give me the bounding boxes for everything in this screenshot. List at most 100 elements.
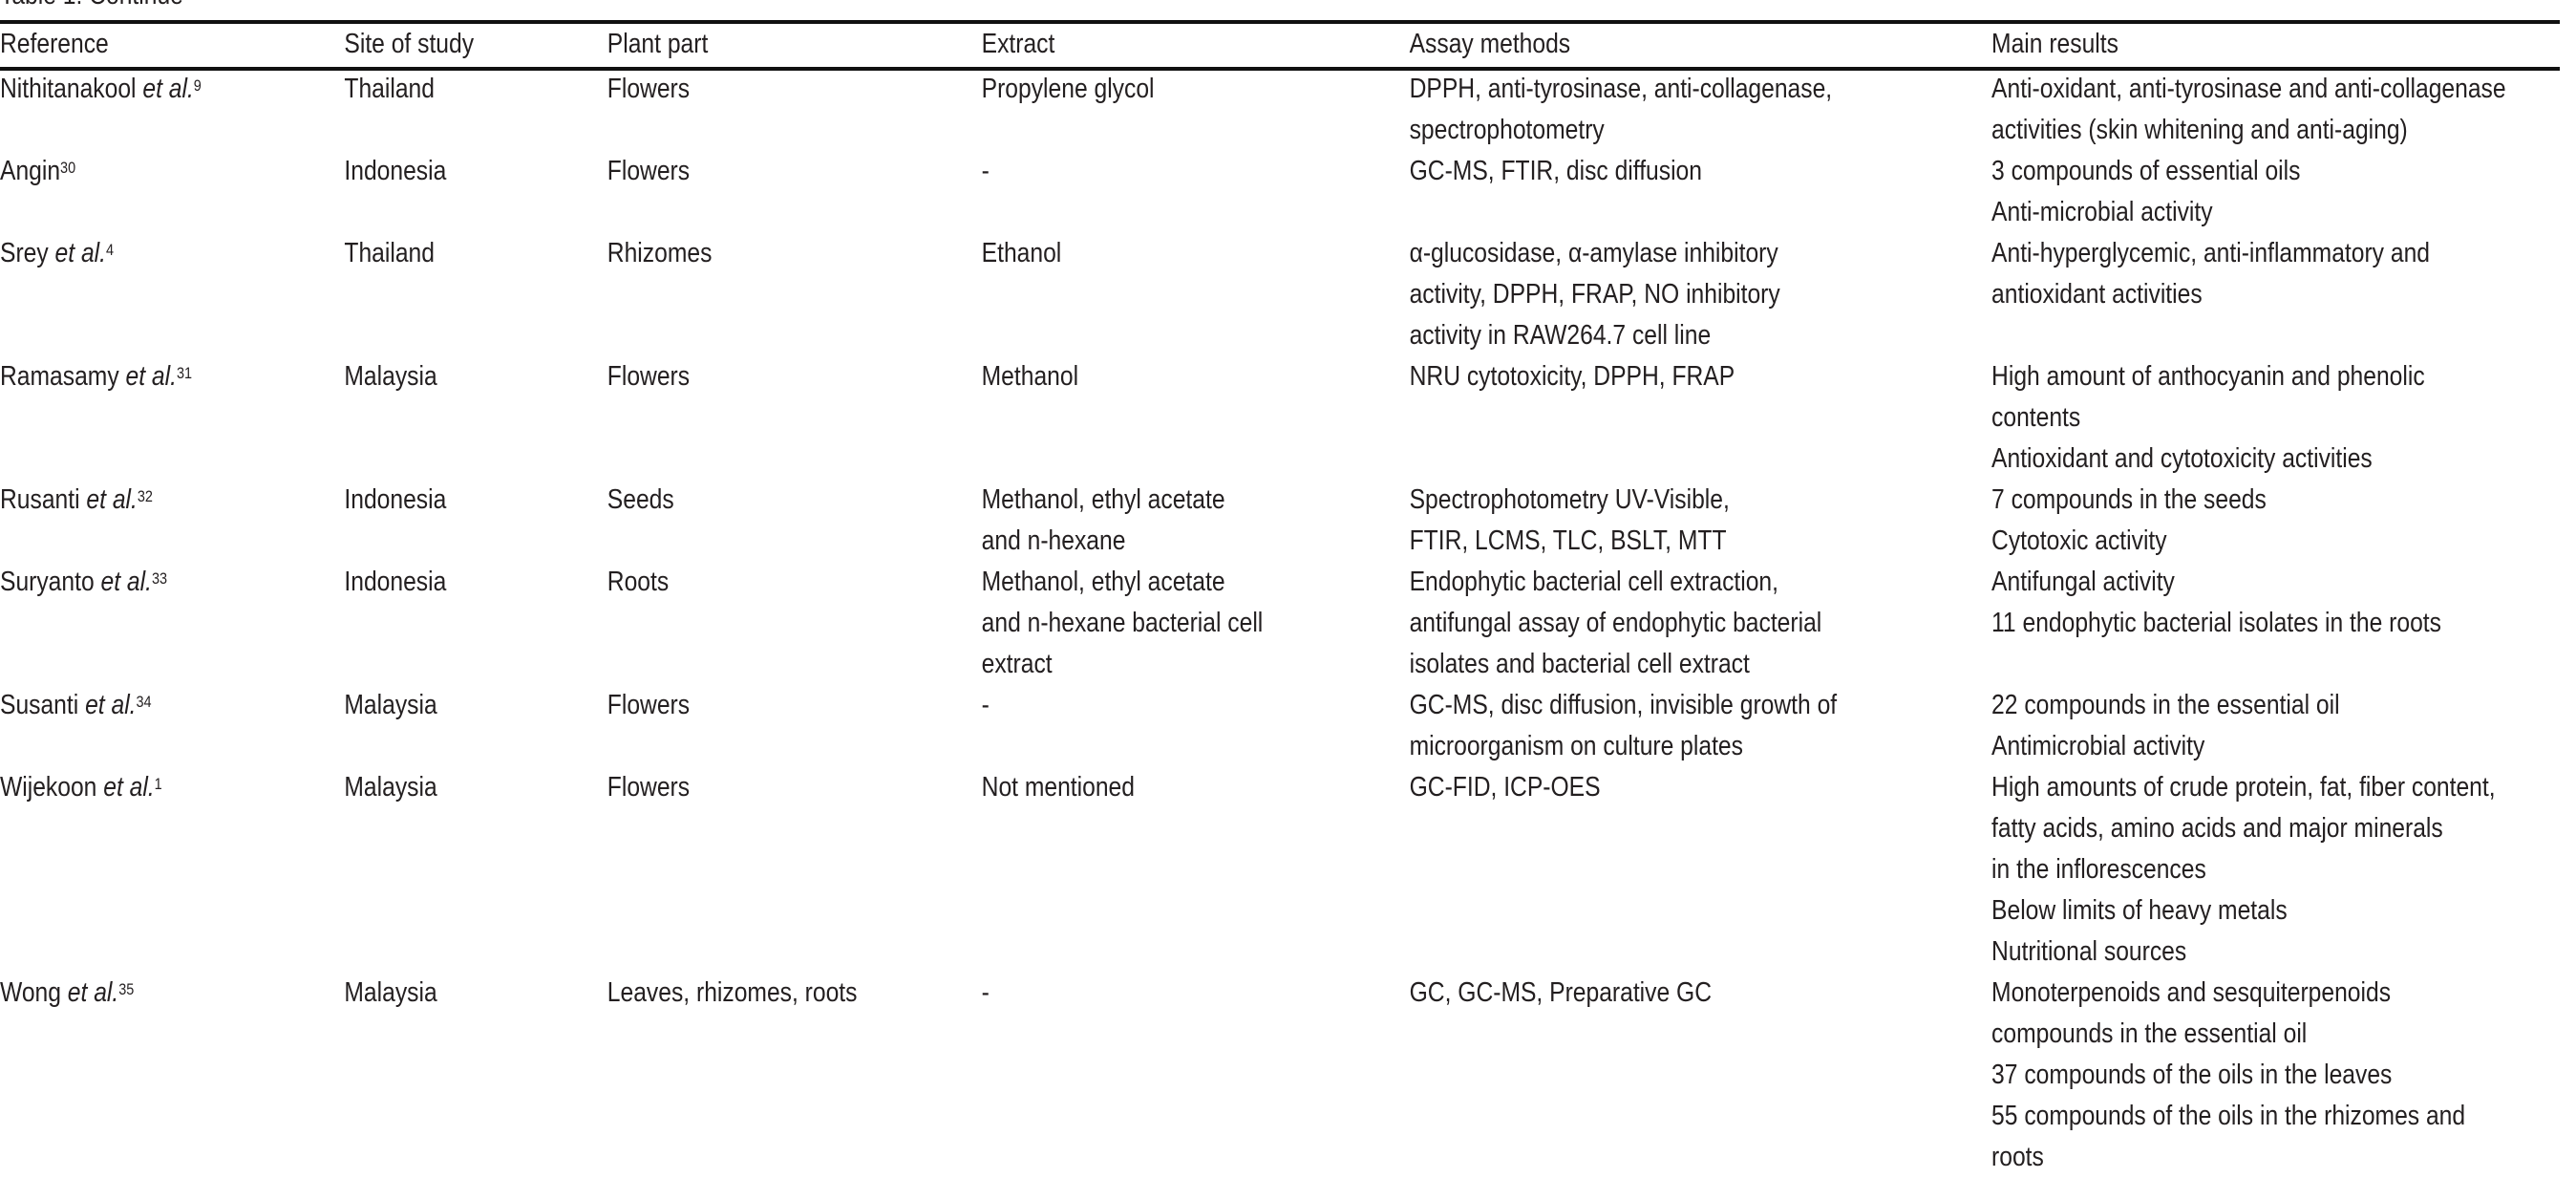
header-reference: Reference — [0, 29, 109, 59]
extract-cell: Ethanol — [982, 233, 1062, 274]
assay-line: NRU cytotoxicity, DPPH, FRAP — [1409, 361, 1735, 392]
reference-cell: Ramasamy et al.31 — [0, 356, 192, 397]
citation-number: 9 — [193, 76, 202, 95]
part-cell: Roots — [607, 562, 669, 603]
part-cell: Rhizomes — [607, 233, 713, 274]
results-cell: Antifungal activity 11 endophytic bacteri… — [1991, 562, 2441, 644]
part-cell: Flowers — [607, 69, 690, 110]
assay-line: FTIR, LCMS, TLC, BSLT, MTT — [1409, 525, 1727, 556]
results-line: Antifungal activity — [1991, 567, 2175, 597]
results-line: 37 compounds of the oils in the leaves — [1991, 1060, 2393, 1090]
results-line: contents — [1991, 402, 2081, 433]
author-name: Angin — [0, 156, 61, 186]
reference-cell: Rusanti et al.32 — [0, 480, 153, 521]
author-name: Nithitanakool — [0, 74, 143, 104]
extract-cell: - — [982, 685, 990, 726]
extract-line: and n-hexane — [981, 525, 1126, 556]
assay-line: Spectrophotometry UV-Visible, — [1409, 484, 1730, 515]
site-line: Indonesia — [344, 567, 447, 597]
author-name: Wijekoon — [0, 772, 104, 803]
author-name: Wong — [0, 977, 68, 1008]
site-cell: Indonesia — [344, 562, 446, 603]
part-cell: Leaves, rhizomes, roots — [607, 973, 858, 1014]
reference-cell: Suryanto et al.33 — [0, 562, 167, 603]
assay-cell: GC-MS, FTIR, disc diffusion — [1410, 151, 1702, 192]
assay-line: DPPH, anti-tyrosinase, anti-collagenase, — [1409, 74, 1833, 104]
extract-cell: Propylene glycol — [982, 69, 1155, 110]
extract-cell: Not mentioned — [982, 767, 1135, 808]
site-line: Malaysia — [344, 690, 437, 720]
citation-number: 33 — [151, 569, 168, 588]
assay-line: GC-MS, FTIR, disc diffusion — [1409, 156, 1702, 186]
part-line: Flowers — [607, 74, 691, 104]
results-line: 7 compounds in the seeds — [1991, 484, 2267, 515]
extract-cell: - — [982, 973, 990, 1014]
site-line: Malaysia — [344, 361, 437, 392]
citation-number: 31 — [176, 364, 193, 382]
assay-line: antifungal assay of endophytic bacterial — [1409, 608, 1822, 638]
results-line: activities (skin whitening and anti-agin… — [1991, 115, 2408, 145]
citation-number: 32 — [137, 487, 153, 505]
results-cell: Monoterpenoids and sesquiterpenoids compo… — [1991, 973, 2465, 1178]
reference-cell: Nithitanakool et al.9 — [0, 69, 202, 110]
extract-line: and n-hexane bacterial cell — [981, 608, 1264, 638]
results-line: Nutritional sources — [1991, 936, 2187, 967]
extract-cell: Methanol — [982, 356, 1078, 397]
site-line: Thailand — [344, 74, 435, 104]
extract-line: Methanol — [981, 361, 1079, 392]
assay-line: activity, DPPH, FRAP, NO inhibitory — [1409, 279, 1780, 310]
assay-line: α-glucosidase, α-amylase inhibitory — [1409, 238, 1778, 268]
extract-line: - — [981, 977, 990, 1008]
header-plant-part: Plant part — [607, 29, 709, 59]
author-name: Rusanti — [0, 484, 87, 515]
results-line: roots — [1991, 1142, 2044, 1172]
results-cell: Anti-hyperglycemic, anti-inflammatory an… — [1991, 233, 2430, 315]
assay-cell: GC-FID, ICP-OES — [1410, 767, 1601, 808]
et-al: et al. — [142, 74, 194, 104]
assay-line: GC-FID, ICP-OES — [1409, 772, 1601, 803]
results-line: 3 compounds of essential oils — [1991, 156, 2301, 186]
reference-cell: Angin30 — [0, 151, 75, 192]
author-name: Susanti — [0, 690, 86, 720]
site-cell: Malaysia — [344, 973, 436, 1014]
citation-number: 30 — [60, 159, 76, 177]
part-line: Flowers — [607, 772, 691, 803]
extract-line: Ethanol — [981, 238, 1062, 268]
site-line: Indonesia — [344, 156, 447, 186]
table-caption: Table 1: Continue — [0, 0, 183, 16]
et-al: et al. — [54, 238, 106, 268]
results-cell: Anti-oxidant, anti-tyrosinase and anti-c… — [1991, 69, 2506, 151]
header-assay: Assay methods — [1409, 29, 1571, 59]
et-al: et al. — [85, 690, 137, 720]
author-name: Srey — [0, 238, 55, 268]
reference-cell: Susanti et al.34 — [0, 685, 152, 726]
assay-cell: Spectrophotometry UV-Visible, FTIR, LCMS,… — [1410, 480, 1730, 562]
et-al: et al. — [67, 977, 119, 1008]
et-al: et al. — [100, 567, 152, 597]
extract-line: Propylene glycol — [981, 74, 1155, 104]
extract-line: extract — [981, 649, 1053, 679]
assay-line: microorganism on culture plates — [1409, 731, 1743, 761]
assay-cell: α-glucosidase, α-amylase inhibitory activ… — [1410, 233, 1780, 356]
part-line: Flowers — [607, 156, 691, 186]
part-line: Seeds — [607, 484, 674, 515]
results-line: Anti-hyperglycemic, anti-inflammatory an… — [1991, 238, 2430, 268]
results-line: compounds in the essential oil — [1991, 1018, 2308, 1049]
results-line: Cytotoxic activity — [1991, 525, 2167, 556]
assay-line: GC, GC-MS, Preparative GC — [1409, 977, 1713, 1008]
author-name: Suryanto — [0, 567, 101, 597]
extract-line: - — [981, 690, 990, 720]
extract-cell: - — [982, 151, 990, 192]
results-line: 22 compounds in the essential oil — [1991, 690, 2340, 720]
assay-line: Endophytic bacterial cell extraction, — [1409, 567, 1778, 597]
assay-line: GC-MS, disc diffusion, invisible growth … — [1409, 690, 1838, 720]
results-line: Antioxidant and cytotoxicity activities — [1991, 443, 2373, 474]
site-cell: Indonesia — [344, 151, 446, 192]
site-line: Indonesia — [344, 484, 447, 515]
assay-cell: DPPH, anti-tyrosinase, anti-collagenase,… — [1410, 69, 1833, 151]
part-line: Roots — [607, 567, 670, 597]
site-cell: Indonesia — [344, 480, 446, 521]
results-line: 55 compounds of the oils in the rhizomes… — [1991, 1101, 2466, 1131]
part-line: Rhizomes — [607, 238, 713, 268]
citation-number: 35 — [118, 980, 135, 998]
